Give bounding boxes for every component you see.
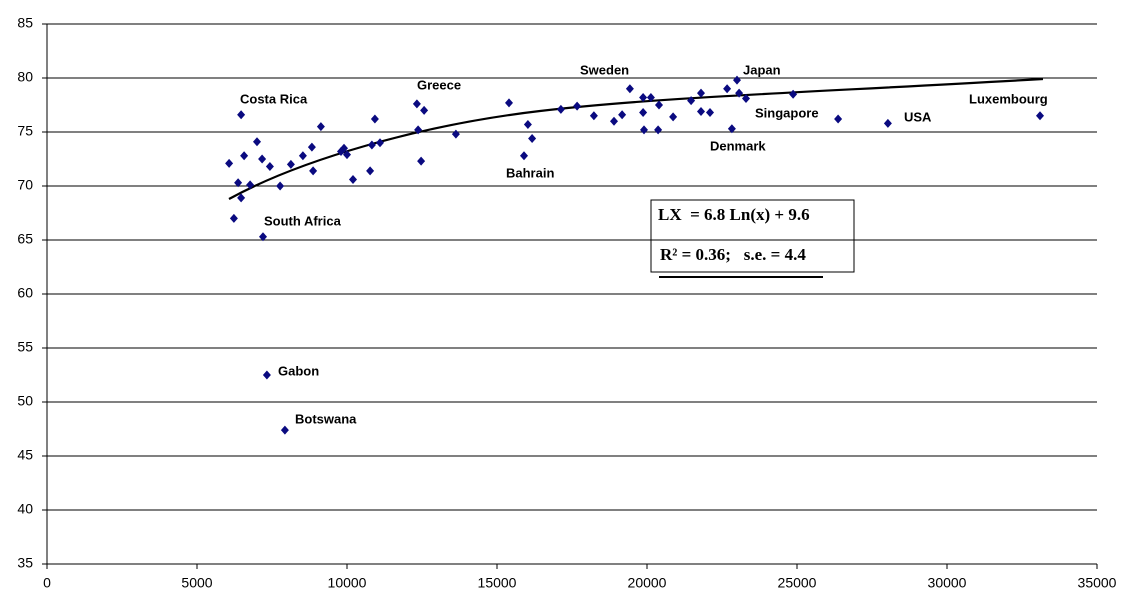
y-tick-label: 65	[17, 231, 33, 247]
country-label: Botswana	[295, 411, 357, 426]
x-tick-label: 25000	[778, 575, 817, 591]
point	[316, 122, 325, 132]
point	[412, 99, 421, 109]
point	[340, 143, 348, 153]
point	[414, 125, 423, 135]
country-label: Japan	[743, 62, 781, 77]
x-tick-label: 30000	[928, 575, 967, 591]
point	[298, 151, 307, 161]
equation-box	[650, 199, 855, 273]
country-label: USA	[904, 109, 932, 124]
point	[654, 125, 663, 135]
country-label: Greece	[417, 77, 461, 92]
point	[655, 100, 663, 110]
y-tick-label: 60	[17, 285, 33, 301]
point	[262, 370, 271, 380]
point	[370, 114, 379, 124]
point	[706, 108, 714, 118]
point	[639, 108, 648, 118]
point	[625, 84, 634, 94]
y-tick-label: 80	[17, 69, 33, 85]
x-tick-label: 5000	[181, 575, 212, 591]
x-tick-label: 20000	[628, 575, 667, 591]
country-label: Costa Rica	[240, 91, 308, 106]
point	[610, 116, 618, 126]
country-label: Sweden	[580, 62, 629, 77]
x-tick-label: 15000	[478, 575, 517, 591]
point	[240, 151, 249, 161]
point	[733, 75, 741, 85]
point	[556, 104, 565, 114]
country-label: South Africa	[264, 213, 342, 228]
point	[528, 133, 537, 143]
point	[589, 111, 598, 121]
point	[639, 92, 648, 102]
country-label: Bahrain	[506, 165, 554, 180]
point	[742, 94, 750, 104]
point	[229, 213, 238, 223]
point	[883, 118, 892, 128]
point	[286, 159, 295, 169]
point	[280, 425, 289, 435]
y-tick-label: 50	[17, 393, 33, 409]
y-tick-label: 70	[17, 177, 33, 193]
point	[735, 88, 744, 98]
point	[246, 180, 255, 190]
point	[573, 101, 582, 111]
point	[237, 193, 246, 203]
country-label: Denmark	[710, 138, 766, 153]
point	[697, 88, 705, 98]
x-tick-label: 0	[43, 575, 51, 591]
point	[265, 162, 274, 172]
country-label: Luxembourg	[969, 91, 1048, 106]
y-tick-label: 35	[17, 555, 33, 571]
point	[618, 110, 627, 120]
point	[789, 89, 798, 99]
point	[451, 129, 460, 139]
point	[253, 137, 261, 147]
equation-text: LX = 6.8 Ln(x) + 9.6	[658, 205, 810, 224]
point	[723, 84, 732, 94]
trend-line	[228, 77, 1044, 200]
point	[420, 105, 429, 115]
x-tick-label: 35000	[1078, 575, 1117, 591]
y-tick-label: 55	[17, 339, 33, 355]
point	[640, 125, 648, 135]
point	[505, 98, 513, 108]
point	[259, 232, 267, 242]
point	[225, 158, 234, 168]
point	[687, 96, 696, 106]
equation-text: R² = 0.36; s.e. = 4.4	[660, 245, 806, 264]
x-tick-label: 10000	[328, 575, 367, 591]
point	[258, 154, 267, 164]
point	[343, 150, 351, 160]
point	[237, 110, 246, 120]
point	[276, 181, 285, 191]
point	[349, 175, 357, 185]
point	[727, 124, 736, 134]
point	[697, 106, 705, 116]
country-label: Gabon	[278, 363, 319, 378]
country-label: Singapore	[755, 105, 819, 120]
point	[367, 140, 376, 150]
point	[309, 166, 318, 176]
point	[520, 151, 528, 161]
point	[307, 142, 316, 152]
y-tick-label: 45	[17, 447, 33, 463]
y-tick-label: 40	[17, 501, 33, 517]
point	[376, 138, 384, 148]
point	[417, 156, 426, 166]
point	[523, 119, 532, 129]
point	[669, 112, 678, 122]
point	[234, 178, 243, 188]
point	[1036, 111, 1044, 121]
point	[646, 92, 655, 102]
y-tick-label: 85	[17, 15, 33, 31]
point	[366, 166, 375, 176]
y-tick-label: 75	[17, 123, 33, 139]
point	[834, 114, 843, 124]
